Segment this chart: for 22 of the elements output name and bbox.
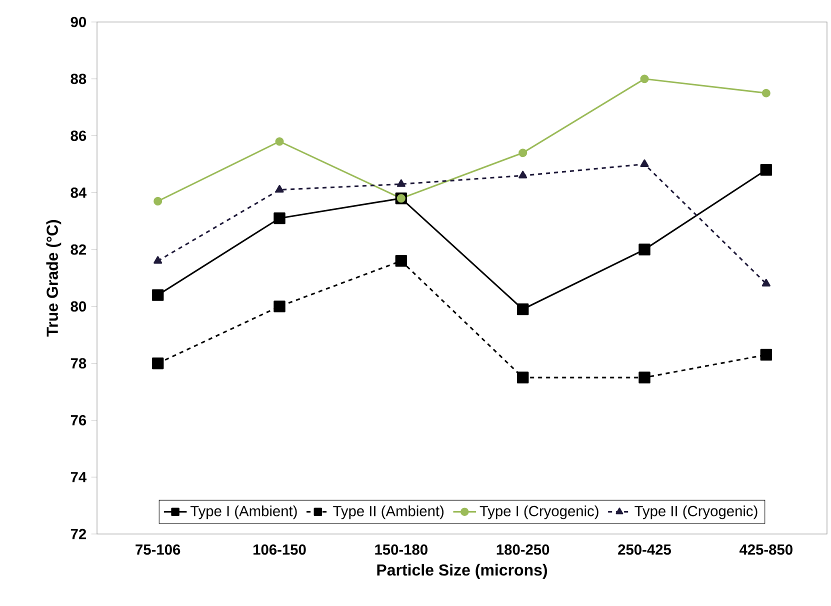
legend-label: Type I (Cryogenic) [480,506,598,520]
y-axis-title: True Grade (°C) [46,220,62,337]
y-tick-label: 80 [70,301,86,312]
x-axis-title: Particle Size (microns) [377,564,547,579]
y-tick-label: 74 [70,472,87,482]
legend-label: Type I (Ambient) [190,506,297,520]
y-tick-label: 72 [70,528,86,540]
y-tick-label: 88 [70,74,86,84]
x-tick-label: 106-150 [254,544,306,555]
legend-label: Type II (Ambient) [333,506,444,520]
x-tick-label: 150-180 [375,544,428,555]
y-tick-label: 82 [70,244,86,255]
x-tick-label: 180-250 [496,544,550,555]
y-tick-label: 90 [70,16,86,28]
x-tick-label: 425-850 [739,544,792,555]
y-tick-label: 84 [70,187,87,198]
y-tick-label: 86 [70,130,86,141]
y-tick-label: 78 [70,358,86,369]
x-tick-label: 75-106 [136,544,180,555]
x-tick-label: 250-425 [618,544,671,555]
legend-label: Type II (Cryogenic) [634,506,758,520]
y-tick-label: 76 [70,415,86,426]
